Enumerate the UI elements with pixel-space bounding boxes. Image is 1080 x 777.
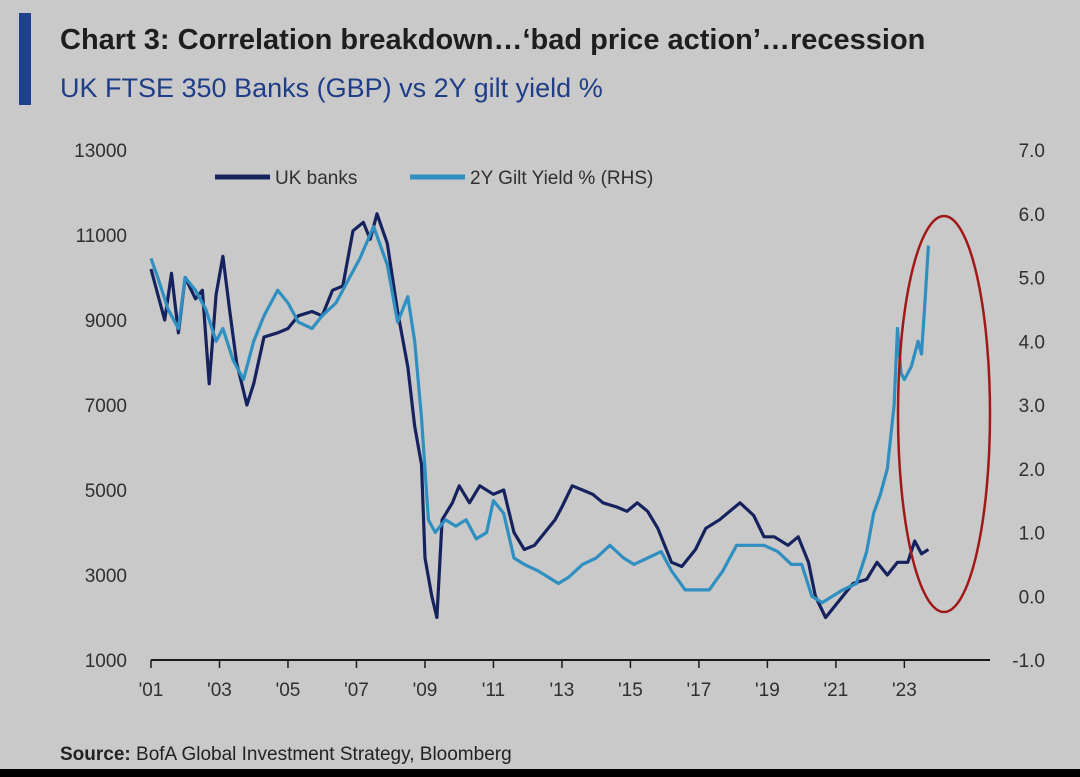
right-tick-label: 4.0 xyxy=(1019,332,1045,353)
series-lines xyxy=(149,212,930,620)
left-tick-label: 5000 xyxy=(85,481,127,502)
legend: UK banks 2Y Gilt Yield % (RHS) xyxy=(215,168,653,189)
right-tick-label: 0.0 xyxy=(1019,587,1045,608)
legend-uk-banks-label: UK banks xyxy=(275,168,357,189)
source-text: BofA Global Investment Strategy, Bloombe… xyxy=(136,744,512,765)
right-axis-ticks: -1.0 0.0 1.0 2.0 3.0 4.0 5.0 6.0 7.0 xyxy=(1012,141,1045,672)
left-tick-label: 11000 xyxy=(76,226,127,247)
x-tick-label: '07 xyxy=(344,680,369,701)
x-tick-label: '19 xyxy=(755,680,780,701)
chart-title: Chart 3: Correlation breakdown…‘bad pric… xyxy=(60,24,926,56)
title-accent-bar xyxy=(19,13,31,105)
right-tick-label: 3.0 xyxy=(1019,396,1045,417)
x-tick-label: '03 xyxy=(207,680,232,701)
source-note: Source: BofA Global Investment Strategy,… xyxy=(60,744,512,766)
right-tick-label: 1.0 xyxy=(1019,524,1045,545)
left-tick-label: 7000 xyxy=(85,396,127,417)
left-tick-label: 3000 xyxy=(85,566,127,587)
x-tick-label: '15 xyxy=(618,680,643,701)
uk-banks-line xyxy=(149,212,930,620)
x-axis-ticks: '01 '03 '05 '07 '09 '11 '13 '15 '17 '19 '21 '23 xyxy=(139,660,917,701)
left-tick-label: 9000 xyxy=(85,311,127,332)
x-tick-label: '05 xyxy=(276,680,301,701)
bottom-strip xyxy=(0,769,1080,777)
right-tick-label: 5.0 xyxy=(1019,269,1045,290)
chart-subtitle: UK FTSE 350 Banks (GBP) vs 2Y gilt yield… xyxy=(60,73,603,103)
x-tick-label: '23 xyxy=(892,680,917,701)
highlight-ellipse xyxy=(896,214,992,614)
x-tick-label: '11 xyxy=(482,680,505,701)
x-tick-label: '09 xyxy=(413,680,438,701)
x-tick-label: '01 xyxy=(139,680,164,701)
x-tick-label: '13 xyxy=(550,680,575,701)
left-tick-label: 13000 xyxy=(74,141,127,162)
x-tick-label: '17 xyxy=(687,680,712,701)
legend-gilt-yield-label: 2Y Gilt Yield % (RHS) xyxy=(470,168,653,189)
right-tick-label: 6.0 xyxy=(1019,205,1045,226)
gilt-yield-line xyxy=(149,224,930,605)
left-tick-label: 1000 xyxy=(85,651,127,672)
left-axis-ticks: 1000 3000 5000 7000 9000 11000 13000 xyxy=(74,141,127,672)
right-tick-label: -1.0 xyxy=(1012,651,1045,672)
x-tick-label: '21 xyxy=(824,680,849,701)
source-label: Source: xyxy=(60,744,131,765)
right-tick-label: 7.0 xyxy=(1019,141,1045,162)
right-tick-label: 2.0 xyxy=(1019,460,1045,481)
